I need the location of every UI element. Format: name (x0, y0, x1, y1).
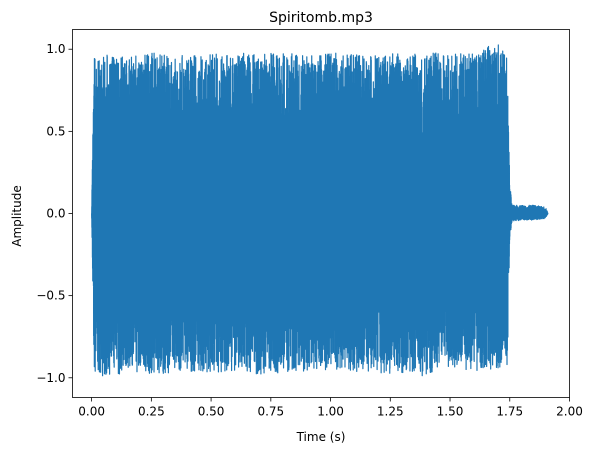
y-tick-label: 1.0 (46, 42, 65, 56)
x-tick-label: 1.25 (377, 405, 404, 419)
y-tick-label: −0.5 (36, 289, 65, 303)
y-tick-label: 0.5 (46, 124, 65, 138)
x-tick-label: 0.00 (78, 405, 105, 419)
y-tick-label: 0.0 (46, 207, 65, 221)
x-tick-label: 0.50 (198, 405, 225, 419)
x-axis: 0.00 0.25 0.50 0.75 1.00 1.25 1.50 1.75 2.00 (78, 397, 583, 419)
x-axis-label: Time (s) (296, 430, 346, 444)
x-tick-label: 1.75 (496, 405, 523, 419)
y-axis-label: Amplitude (10, 185, 24, 247)
y-axis: −1.0 −0.5 0.0 0.5 1.0 (36, 42, 73, 385)
x-tick-label: 0.75 (257, 405, 284, 419)
plot-area (91, 44, 549, 377)
x-tick-label: 1.50 (437, 405, 464, 419)
x-tick-label: 0.25 (138, 405, 165, 419)
chart-title: Spiritomb.mp3 (269, 10, 373, 26)
waveform-line (91, 44, 549, 377)
x-tick-label: 2.00 (556, 405, 583, 419)
y-tick-label: −1.0 (36, 371, 65, 385)
x-tick-label: 1.00 (317, 405, 344, 419)
